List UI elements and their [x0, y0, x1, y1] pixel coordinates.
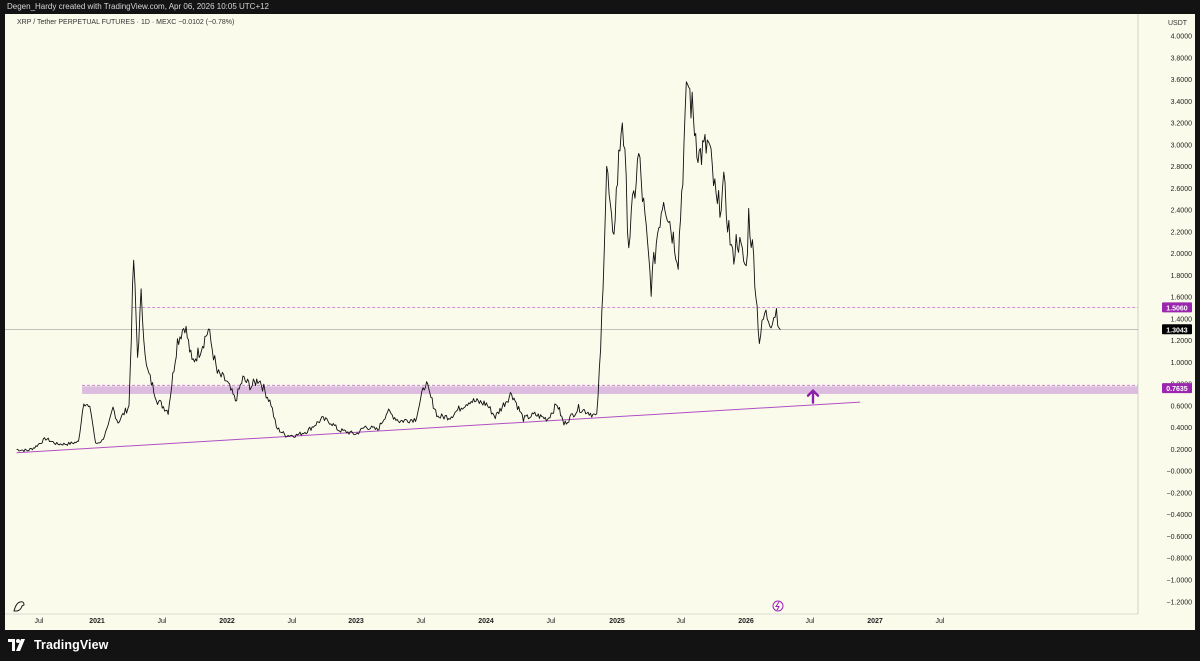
y-tick-label: 0.6000 — [1171, 403, 1193, 410]
lightning-icon[interactable] — [772, 600, 784, 612]
y-tick-label: 1.4000 — [1171, 316, 1193, 323]
trendline[interactable] — [16, 401, 861, 454]
x-tick-label: 2027 — [867, 618, 883, 625]
y-tick-label: 1.2000 — [1171, 338, 1193, 345]
current-price-badge-label: 1.3043 — [1166, 327, 1188, 334]
y-tick-label: 3.8000 — [1171, 55, 1193, 62]
x-tick-label: 2024 — [478, 618, 494, 625]
y-tick-label: 2.0000 — [1171, 251, 1193, 258]
y-tick-label: 1.6000 — [1171, 295, 1193, 302]
price-chart[interactable]: USDT 4.0000 3.8000 3.6000 3.4000 3.2000 3.0000… — [5, 14, 1195, 630]
tradingview-logo[interactable]: TradingView — [8, 638, 109, 652]
y-tick-label: 0.4000 — [1171, 425, 1193, 432]
y-tick-label: 2.8000 — [1171, 164, 1193, 171]
footer-bar: TradingView — [0, 630, 1200, 661]
y-tick-label: 1.0000 — [1171, 360, 1193, 367]
y-tick-label: 0.2000 — [1171, 447, 1193, 454]
x-tick-label: Jul — [677, 618, 686, 625]
y-tick-label: −1.2000 — [1167, 599, 1193, 606]
x-tick-label: Jul — [806, 618, 815, 625]
x-tick-label: 2025 — [609, 618, 625, 625]
y-tick-label: 2.2000 — [1171, 229, 1193, 236]
y-tick-label: 3.0000 — [1171, 142, 1193, 149]
x-tick-label: Jul — [158, 618, 167, 625]
resistance-level-badge — [1162, 302, 1192, 313]
x-tick-label: 2021 — [89, 618, 105, 625]
brand-name: TradingView — [34, 638, 109, 652]
dinosaur-icon[interactable] — [13, 601, 25, 612]
x-tick-label: 2023 — [348, 618, 364, 625]
support-level-badge — [1162, 383, 1192, 394]
x-tick-label: Jul — [35, 618, 44, 625]
lightning-bolt-icon — [775, 601, 780, 611]
y-tick-label: 4.0000 — [1171, 34, 1193, 41]
x-tick-label: Jul — [547, 618, 556, 625]
y-tick-label: −0.6000 — [1167, 534, 1193, 541]
resistance-level-badge-label: 1.5060 — [1166, 305, 1188, 312]
y-tick-label: 3.4000 — [1171, 99, 1193, 106]
y-tick-label: −0.8000 — [1167, 556, 1193, 563]
y-tick-label: 3.2000 — [1171, 121, 1193, 128]
x-tick-label: Jul — [288, 618, 297, 625]
y-tick-label: 2.6000 — [1171, 186, 1193, 193]
x-tick-label: Jul — [417, 618, 426, 625]
price-series[interactable] — [16, 81, 781, 452]
chart-credit: Degen_Hardy created with TradingView.com… — [7, 2, 270, 11]
tradingview-logo-icon — [8, 639, 25, 651]
y-tick-label: −0.4000 — [1167, 512, 1193, 519]
y-tick-label: −0.2000 — [1167, 490, 1193, 497]
support-level-badge-label: 0.7635 — [1166, 386, 1188, 393]
up-arrow-icon[interactable] — [806, 388, 820, 404]
chart-area[interactable]: USDT 4.0000 3.8000 3.6000 3.4000 3.2000 3.0000… — [5, 14, 1195, 630]
symbol-info: XRP / Tether PERPETUAL FUTURES · 1D · ME… — [17, 19, 235, 26]
x-tick-label: Jul — [936, 618, 945, 625]
y-tick-label: 1.8000 — [1171, 273, 1193, 280]
y-tick-label: −1.0000 — [1167, 578, 1193, 585]
y-tick-label: 3.6000 — [1171, 77, 1193, 84]
y-tick-label: 2.4000 — [1171, 208, 1193, 215]
y-tick-label: −0.0000 — [1167, 469, 1193, 476]
current-price-badge — [1162, 324, 1192, 335]
x-tick-label: 2022 — [219, 618, 235, 625]
x-tick-label: 2026 — [738, 618, 754, 625]
price-scale-unit: USDT — [1168, 20, 1188, 27]
support-zone[interactable] — [82, 386, 1138, 394]
